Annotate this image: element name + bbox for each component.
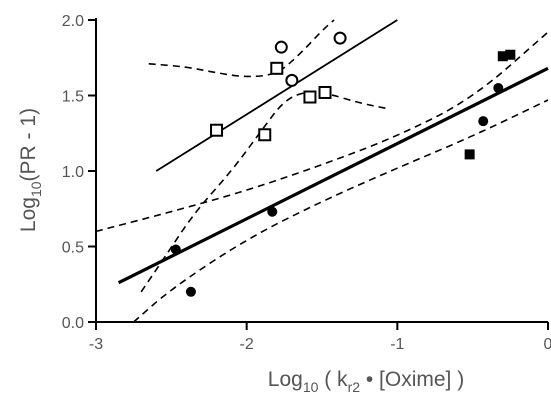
y-axis-label: Log10(PR - 1): [17, 108, 44, 232]
filled-circle-point-5: [493, 82, 504, 93]
confidence-band-3: [148, 19, 335, 78]
x-tick-label: -3: [89, 336, 103, 353]
ticks: 0.0 0.5 1.0 1.5 2.0 -3 -2 -1 0: [62, 13, 551, 353]
filled-square-point-3: [505, 49, 516, 60]
open-square-point-4: [303, 90, 317, 104]
confidence-band-2: [133, 99, 549, 323]
x-tick-label: -1: [390, 336, 404, 353]
open-square-point-2: [258, 128, 272, 142]
filled-circle-point-4: [478, 116, 489, 127]
filled-circle-point-2: [185, 286, 196, 297]
open-circle-point-2: [285, 73, 299, 87]
open-square-point-3: [270, 61, 284, 75]
axes: [95, 18, 548, 323]
open-circle-point-1: [274, 40, 288, 54]
confidence-band-4: [140, 91, 390, 293]
filled-circle-point-1: [170, 244, 181, 255]
data-points: [170, 31, 516, 297]
fit-lines: [117, 19, 549, 285]
x-tick-label: 0: [544, 336, 551, 353]
y-tick-label: 0.5: [62, 240, 84, 257]
open-square-point-5: [318, 85, 332, 99]
open-circle-point-3: [333, 31, 347, 45]
y-tick-label: 1.0: [62, 164, 84, 181]
filled-circle-point-3: [267, 206, 278, 217]
fit-line-thick: [117, 66, 549, 285]
fit-line-thin: [155, 19, 398, 172]
confidence-band-1: [95, 31, 549, 233]
filled-square-point-1: [464, 149, 475, 160]
filled-square-point-2: [497, 51, 508, 62]
open-square-point-1: [210, 123, 224, 137]
x-axis-label: Log10 ( kr2 • [Oxime] ): [268, 368, 464, 395]
y-tick-label: 1.5: [62, 89, 84, 106]
y-tick-label: 2.0: [62, 13, 84, 30]
confidence-bands: [95, 19, 549, 323]
x-tick-label: -2: [240, 336, 254, 353]
y-tick-label: 0.0: [62, 315, 84, 332]
